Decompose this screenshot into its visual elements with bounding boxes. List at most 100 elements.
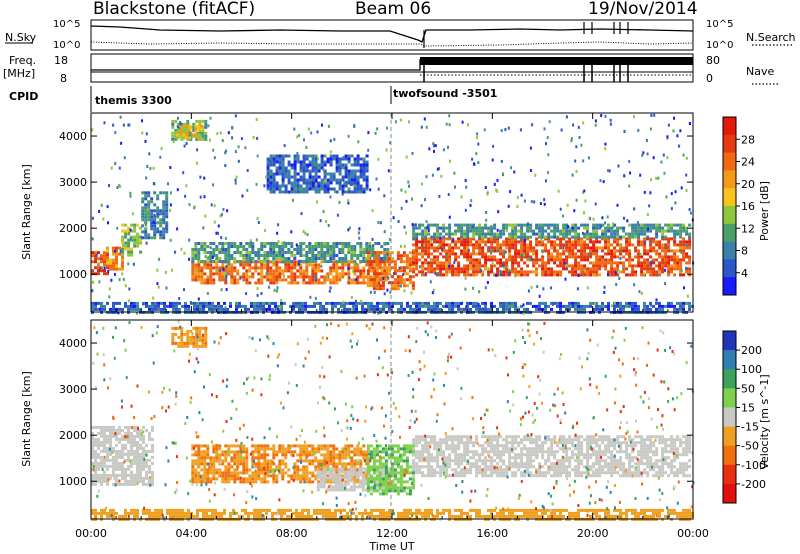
data-cell — [305, 187, 309, 191]
data-cell — [269, 269, 273, 273]
data-cell — [136, 307, 139, 311]
data-cell — [127, 440, 130, 444]
data-cell — [195, 344, 199, 348]
data-cell — [332, 157, 336, 161]
data-cell — [206, 444, 210, 448]
scatter-point — [206, 292, 209, 295]
data-cell — [622, 261, 626, 265]
data-cell — [186, 122, 190, 126]
data-cell — [200, 444, 204, 448]
data-cell — [412, 270, 416, 274]
scatter-point — [424, 271, 427, 275]
scatter-point — [620, 250, 623, 254]
data-cell — [616, 264, 620, 268]
data-cell — [278, 450, 282, 454]
data-cell — [136, 301, 139, 305]
data-cell — [304, 304, 307, 308]
data-cell — [592, 249, 596, 253]
data-cell — [94, 461, 97, 465]
data-cell — [302, 450, 306, 454]
scatter-point — [536, 285, 539, 289]
data-cell — [616, 273, 620, 277]
data-cell — [130, 307, 133, 311]
data-cell — [359, 166, 363, 170]
data-cell — [262, 307, 265, 311]
data-cell — [667, 223, 671, 227]
data-cell — [218, 447, 222, 451]
data-cell — [383, 257, 387, 260]
data-cell — [667, 249, 671, 253]
data-cell — [649, 229, 653, 233]
data-cell — [251, 444, 255, 448]
data-cell — [147, 191, 151, 195]
data-cell — [201, 326, 205, 330]
data-cell — [568, 226, 572, 230]
data-cell — [118, 252, 121, 256]
data-cell — [145, 476, 148, 480]
data-cell — [613, 246, 617, 250]
data-cell — [637, 235, 641, 239]
scatter-point — [338, 200, 341, 204]
data-cell — [299, 260, 303, 263]
data-cell — [239, 263, 243, 267]
data-cell — [541, 270, 545, 274]
scatter-point — [467, 123, 469, 127]
data-cell — [254, 263, 258, 267]
data-cell — [688, 258, 692, 262]
data-cell — [165, 203, 169, 207]
data-cell — [144, 230, 148, 234]
data-cell — [463, 270, 467, 274]
scatter-point — [508, 268, 511, 272]
data-cell — [200, 462, 204, 466]
scatter-point — [91, 289, 94, 293]
data-cell — [242, 450, 246, 454]
data-cell — [529, 270, 533, 274]
data-cell — [233, 266, 237, 270]
scatter-point — [239, 276, 242, 280]
scatter-point — [467, 248, 470, 252]
data-cell — [637, 229, 641, 233]
data-cell — [118, 301, 121, 305]
data-cell — [679, 232, 683, 236]
data-cell — [94, 476, 97, 480]
data-cell — [305, 257, 309, 260]
data-cell — [622, 226, 626, 230]
data-cell — [139, 250, 143, 254]
data-cell — [418, 223, 422, 227]
scatter-point — [650, 239, 653, 242]
scatter-point — [551, 302, 554, 306]
data-cell — [393, 278, 397, 282]
data-cell — [673, 258, 677, 262]
data-cell — [165, 215, 169, 219]
data-cell — [263, 254, 267, 257]
scatter-point — [434, 144, 437, 148]
data-cell — [628, 223, 632, 227]
scatter-point — [377, 221, 380, 224]
data-cell — [151, 461, 154, 465]
data-cell — [139, 238, 143, 242]
data-cell — [331, 301, 334, 305]
data-cell — [412, 258, 416, 262]
data-cell — [151, 482, 154, 486]
data-cell — [269, 278, 273, 282]
data-cell — [646, 258, 650, 262]
data-cell — [147, 203, 151, 207]
scatter-point — [448, 264, 451, 268]
scatter-point — [448, 114, 451, 118]
data-cell — [487, 255, 491, 259]
scatter-point — [683, 286, 685, 290]
scatter-point — [376, 127, 379, 131]
data-cell — [287, 281, 291, 285]
scatter-point — [571, 173, 574, 177]
data-cell — [408, 266, 412, 270]
data-cell — [272, 456, 276, 460]
data-cell — [311, 254, 315, 257]
data-cell — [121, 253, 125, 257]
data-cell — [353, 278, 357, 282]
scatter-point — [639, 173, 642, 177]
data-cell — [368, 248, 372, 251]
data-cell — [242, 266, 246, 270]
data-cell — [508, 246, 512, 250]
data-cell — [637, 264, 641, 268]
scatter-point — [307, 164, 310, 168]
